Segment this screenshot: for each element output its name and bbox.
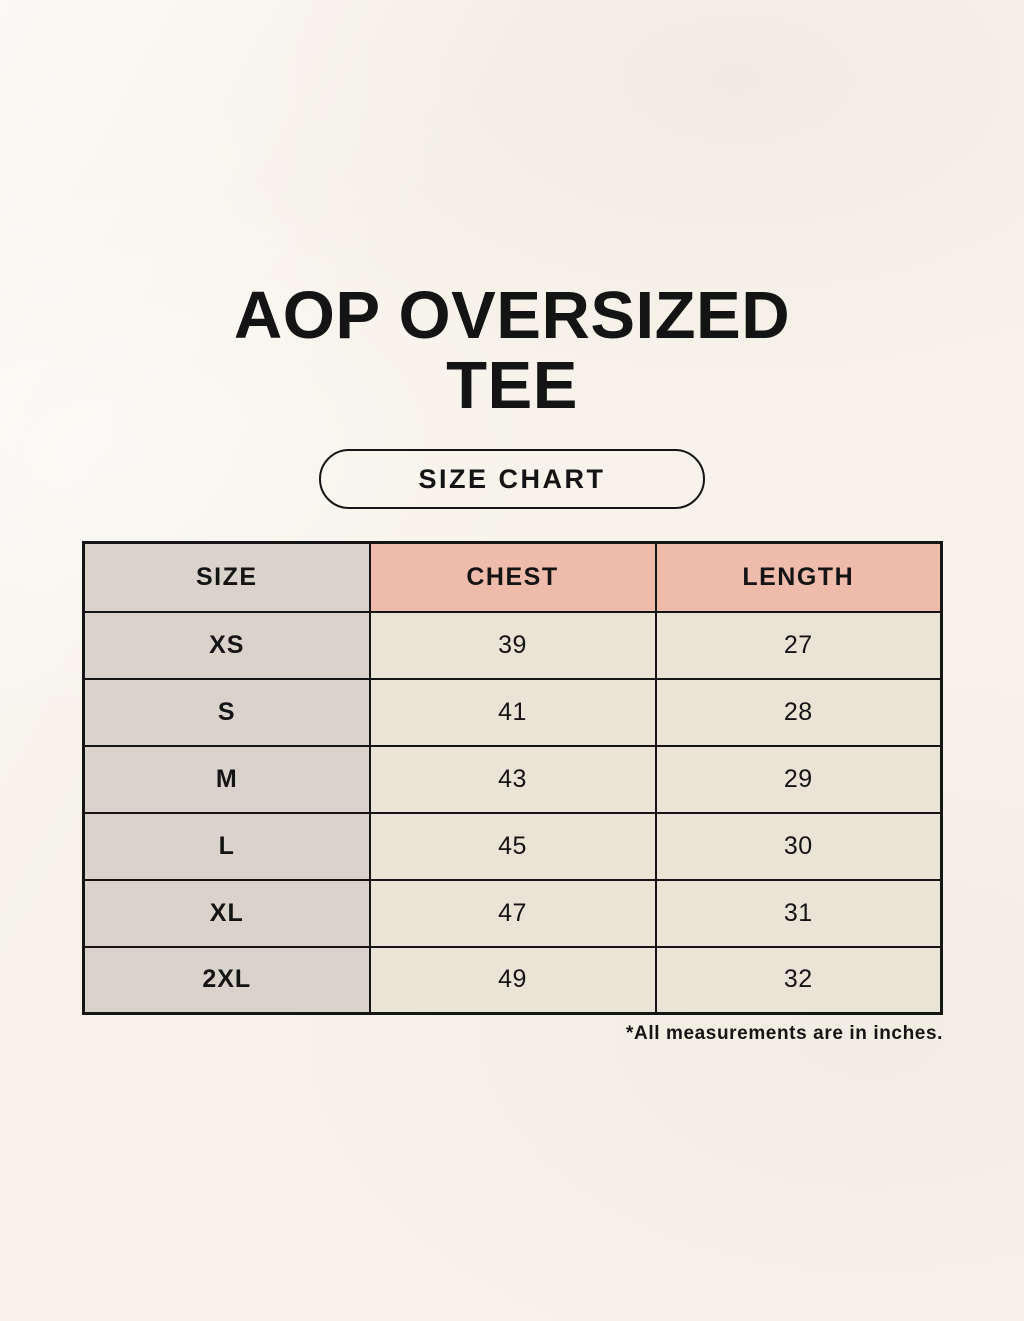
table-header: SIZE CHEST LENGTH bbox=[82, 541, 943, 613]
value-cell: 29 bbox=[654, 744, 943, 814]
measurements-footnote: *All measurements are in inches. bbox=[626, 1023, 943, 1044]
value-cell: 28 bbox=[654, 677, 943, 747]
size-cell: 2XL bbox=[82, 945, 371, 1015]
size-chart-badge-label: SIZE CHART bbox=[418, 463, 606, 494]
value-cell: 41 bbox=[368, 677, 657, 747]
column-header-chest: CHEST bbox=[368, 541, 657, 613]
value-cell: 49 bbox=[368, 945, 657, 1015]
value-cell: 43 bbox=[368, 744, 657, 814]
table-body: XS 39 27 S 41 28 M 43 29 L 45 30 XL 47 31 2XL 49 32 bbox=[82, 610, 943, 1015]
size-chart-badge: SIZE CHART bbox=[319, 449, 705, 509]
size-chart-table: SIZE CHEST LENGTH XS 39 27 S 41 28 M 43 29 L 45 30 XL 4… bbox=[82, 541, 943, 1015]
column-header-length: LENGTH bbox=[654, 541, 943, 613]
value-cell: 32 bbox=[654, 945, 943, 1015]
value-cell: 31 bbox=[654, 878, 943, 948]
table-row: S 41 28 bbox=[82, 677, 943, 747]
product-title-line2: TEE bbox=[446, 347, 578, 423]
column-header-size: SIZE bbox=[82, 541, 371, 613]
table-row: L 45 30 bbox=[82, 811, 943, 881]
value-cell: 47 bbox=[368, 878, 657, 948]
table-row: XS 39 27 bbox=[82, 610, 943, 680]
size-cell: XL bbox=[82, 878, 371, 948]
size-cell: L bbox=[82, 811, 371, 881]
value-cell: 30 bbox=[654, 811, 943, 881]
table-row: 2XL 49 32 bbox=[82, 945, 943, 1015]
table-row: M 43 29 bbox=[82, 744, 943, 814]
product-title: AOP OVERSIZED TEE bbox=[0, 281, 1024, 420]
size-cell: XS bbox=[82, 610, 371, 680]
table-header-row: SIZE CHEST LENGTH bbox=[82, 541, 943, 613]
product-title-line1: AOP OVERSIZED bbox=[233, 278, 791, 353]
value-cell: 27 bbox=[654, 610, 943, 680]
value-cell: 39 bbox=[368, 610, 657, 680]
table-row: XL 47 31 bbox=[82, 878, 943, 948]
size-cell: S bbox=[82, 677, 371, 747]
size-cell: M bbox=[82, 744, 371, 814]
value-cell: 45 bbox=[368, 811, 657, 881]
